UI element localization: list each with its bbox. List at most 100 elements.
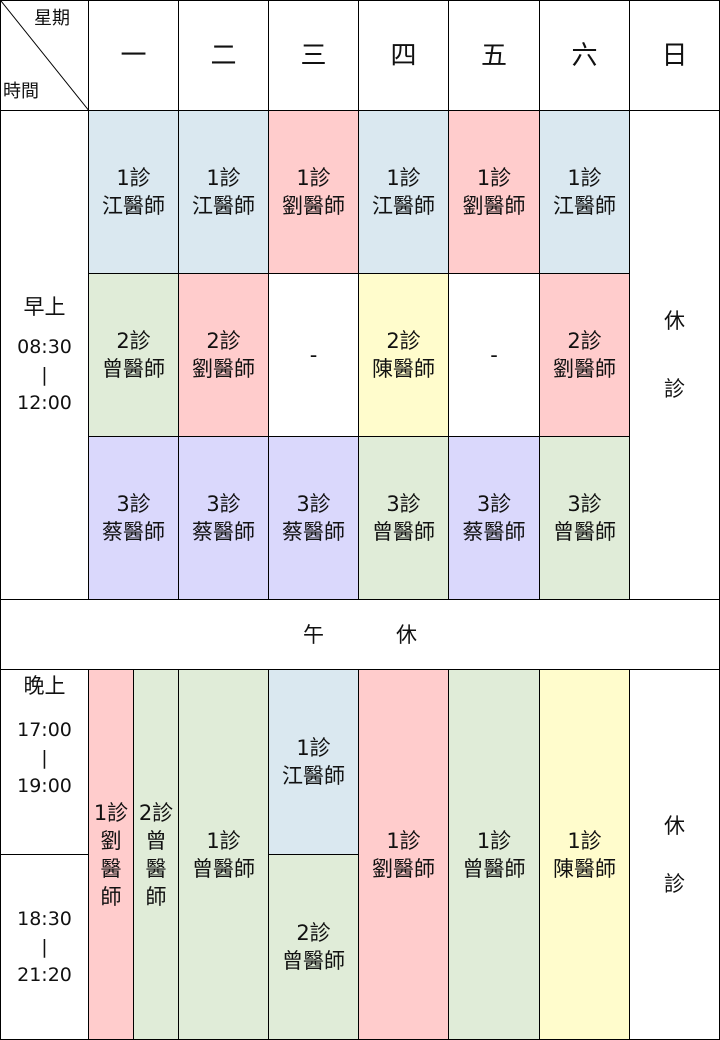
morning-thu-room1-cell: 1診 江醫師: [358, 110, 449, 274]
closed-text-line1: 休: [664, 309, 685, 333]
doctor-name: 劉醫師: [372, 856, 435, 881]
day-label: 日: [661, 40, 688, 71]
doctor-name: 蔡醫師: [282, 520, 345, 544]
doctor-char: 師: [145, 884, 167, 909]
doctor-name: 江醫師: [372, 194, 435, 218]
doctor-name: 江醫師: [553, 194, 616, 218]
day-header-sat: 六: [539, 0, 630, 111]
doctor-name: -: [490, 343, 498, 367]
morning-mon-room2-cell: 2診曾醫師: [88, 273, 179, 437]
doctor-name: 陳醫師: [372, 357, 435, 381]
room-label: 2診: [296, 921, 331, 945]
closed-text-line2: 診: [664, 377, 685, 401]
morning-start-time: 08:30: [17, 336, 72, 358]
evening-time-separator-2: |: [41, 936, 48, 958]
lunch-break-row: 午 休: [0, 599, 720, 670]
room-label: 2診: [567, 329, 602, 353]
morning-time-separator: |: [41, 364, 48, 386]
doctor-name: 蔡醫師: [192, 520, 255, 544]
room-label: 3診: [386, 492, 421, 516]
morning-thu-room3-cell: 3診曾醫師: [358, 436, 449, 600]
evening-mon-room2-cell: 2診 曾 醫 師: [133, 669, 179, 1040]
room-label: 1診: [93, 800, 129, 825]
morning-mon-room1-cell: 1診江醫師: [88, 110, 179, 274]
room-label: 1診: [567, 828, 602, 853]
doctor-char: 醫: [100, 856, 122, 881]
day-header-fri: 五: [448, 0, 540, 111]
evening-label: 晚上: [23, 674, 66, 698]
room-label: 3診: [567, 492, 602, 516]
day-header-thu: 四: [358, 0, 449, 111]
corner-diagonal-line: [1, 1, 88, 110]
lunch-text-right: 休: [396, 622, 417, 647]
doctor-name: 江醫師: [282, 764, 345, 788]
day-label: 五: [480, 40, 507, 71]
lunch-text-left: 午: [303, 622, 324, 647]
morning-tue-room3-cell: 3診蔡醫師: [178, 436, 269, 600]
morning-end-time: 12:00: [17, 392, 72, 414]
day-header-tue: 二: [178, 0, 269, 111]
morning-sat-room1-cell: 1診江醫師: [539, 110, 630, 274]
doctor-name: 劉醫師: [192, 357, 255, 381]
evening-end-time-1: 19:00: [17, 775, 72, 797]
day-label: 一: [120, 40, 147, 71]
doctor-name: 曾醫師: [102, 357, 165, 381]
doctor-name: 陳醫師: [553, 856, 616, 881]
evening-wed-room1-cell: 1診 江醫師: [268, 669, 359, 855]
morning-fri-room3-cell: 3診蔡醫師: [448, 436, 540, 600]
day-label: 二: [210, 40, 237, 71]
room-label: 2診: [206, 329, 241, 353]
corner-weekday-label: 星期: [34, 8, 70, 29]
doctor-name: 江醫師: [102, 194, 165, 218]
doctor-name: 蔡醫師: [462, 520, 526, 544]
morning-fri-room2-cell: -: [448, 273, 540, 437]
morning-sat-room2-cell: 2診 劉醫師: [539, 273, 630, 437]
morning-time-cell: 早上 08:30 | 12:00: [0, 110, 89, 600]
room-label: 2診: [116, 329, 151, 353]
morning-wed-room3-cell: 3診蔡醫師: [268, 436, 359, 600]
day-label: 四: [390, 40, 417, 71]
morning-sat-room3-cell: 3診 曾醫師: [539, 436, 630, 600]
doctor-name: 江醫師: [192, 194, 255, 218]
doctor-char: 醫: [145, 856, 167, 881]
morning-thu-room2-cell: 2診陳醫師: [358, 273, 449, 437]
evening-time-cell-1: 晚上 17:00 | 19:00: [0, 669, 89, 855]
evening-wed-room2-cell: 2診 曾醫師: [268, 854, 359, 1040]
morning-tue-room2-cell: 2診劉醫師: [178, 273, 269, 437]
day-label: 六: [571, 40, 598, 71]
evening-tue-cell: 1診 曾醫師: [178, 669, 269, 1040]
morning-label: 早上: [23, 295, 66, 319]
day-header-wed: 三: [268, 0, 359, 111]
room-label: 1診: [296, 736, 331, 760]
evening-start-time-1: 17:00: [17, 719, 72, 741]
doctor-name: 劉醫師: [282, 194, 345, 218]
evening-sat-cell: 1診 陳醫師: [539, 669, 630, 1040]
doctor-char: 曾: [145, 828, 167, 853]
room-label: 3診: [476, 492, 512, 516]
room-label: 3診: [206, 492, 241, 516]
doctor-name: 曾醫師: [282, 949, 345, 973]
room-label: 1診: [567, 166, 602, 190]
morning-wed-room2-cell: -: [268, 273, 359, 437]
doctor-name: 曾醫師: [462, 856, 526, 881]
morning-wed-room1-cell: 1診劉醫師: [268, 110, 359, 274]
room-label: 3診: [296, 492, 331, 516]
corner-header-cell: 星期 時間: [0, 0, 89, 111]
room-label: 3診: [116, 492, 151, 516]
doctor-name: 蔡醫師: [102, 520, 165, 544]
evening-time-separator-1: |: [41, 747, 48, 769]
room-label: 1診: [296, 166, 331, 190]
closed-text-line2: 診: [664, 871, 685, 896]
doctor-name: 劉醫師: [462, 194, 526, 218]
room-label: 1診: [386, 828, 421, 853]
doctor-name: 曾醫師: [372, 520, 435, 544]
evening-fri-cell: 1診 曾醫師: [448, 669, 540, 1040]
closed-text-line1: 休: [664, 813, 685, 838]
day-label: 三: [300, 40, 327, 71]
room-label: 2診: [386, 329, 421, 353]
room-label: 1診: [476, 166, 512, 190]
evening-mon-room1-cell: 1診 劉 醫 師: [88, 669, 134, 1040]
doctor-name: -: [309, 343, 318, 367]
room-label: 1診: [116, 166, 151, 190]
